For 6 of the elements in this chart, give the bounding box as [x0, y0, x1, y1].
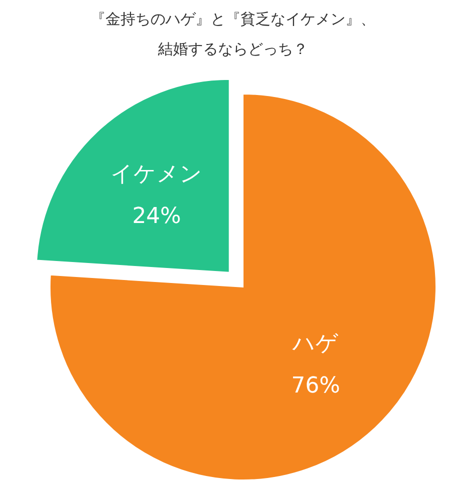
- title: 『金持ちのハゲ』と『貧乏なイケメン』、: [90, 10, 376, 28]
- category-label: ハゲ: [292, 331, 339, 356]
- category-label: イケメン: [110, 162, 203, 188]
- value-label: 24%: [132, 204, 182, 230]
- title: 結婚するならどっち？: [158, 40, 308, 58]
- value-label: 76%: [291, 373, 340, 398]
